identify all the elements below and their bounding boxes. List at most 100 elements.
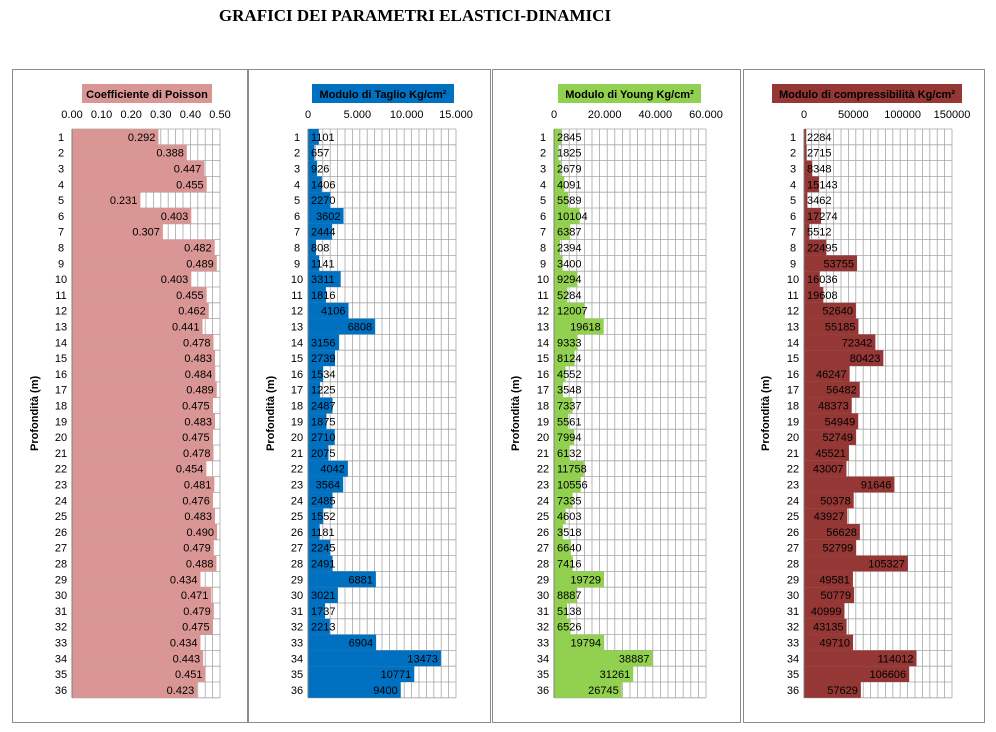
- chart2-data-label: 4042: [320, 464, 344, 476]
- chart1-depth-label: 18: [55, 401, 67, 413]
- chart2-y-axis-title: Profondità (m): [265, 375, 277, 450]
- chart3-data-label: 2679: [557, 164, 581, 176]
- chart2-depth-label: 22: [291, 464, 303, 476]
- chart4-bar: [804, 366, 850, 382]
- chart4-data-label: 2284: [807, 132, 831, 144]
- chart2-data-label: 1225: [311, 385, 335, 397]
- chart2-depth-label: 23: [291, 480, 303, 492]
- chart3-data-label: 7335: [557, 495, 581, 507]
- chart3-data-label: 19729: [570, 574, 601, 586]
- chart3-bar: [554, 634, 605, 651]
- chart4-bar: [804, 524, 860, 540]
- chart3-data-label: 7994: [557, 432, 581, 444]
- chart3-bar: [554, 318, 604, 335]
- chart4-bar: [804, 634, 854, 651]
- chart3-data-label: 5284: [557, 290, 581, 302]
- chart2-depth-label: 26: [291, 527, 303, 539]
- chart1-bar: [72, 539, 214, 556]
- chart2-bar: [308, 603, 326, 619]
- chart4-data-label: 19608: [807, 290, 838, 302]
- chart3-data-label: 19794: [571, 638, 602, 650]
- chart4-data-label: 106606: [869, 669, 906, 681]
- chart4-bar: [804, 555, 908, 572]
- chart3-bar: [554, 460, 584, 477]
- chart4-depth-label: 25: [787, 511, 799, 523]
- chart4-x-tick-label: 50000: [838, 109, 869, 121]
- chart3-data-label: 6132: [557, 448, 581, 460]
- chart3-data-label: 19618: [570, 322, 601, 334]
- chart3-data-label: 7337: [557, 401, 581, 413]
- chart2-legend-label: Modulo di Taglio Kg/cm²: [320, 89, 447, 101]
- chart1-bar: [72, 208, 192, 224]
- chart4-bar: [804, 476, 895, 493]
- chart1-depth-label: 3: [58, 164, 64, 176]
- chart4-data-label: 17274: [807, 211, 838, 223]
- chart1-depth-label: 9: [58, 258, 64, 270]
- chart1-data-label: 0.488: [186, 559, 214, 571]
- chart3-data-label: 6526: [557, 622, 581, 634]
- chart4-depth-label: 32: [787, 622, 799, 634]
- chart3-bar: [554, 397, 573, 414]
- chart2-bar: [308, 650, 441, 667]
- chart2-data-label: 3311: [311, 274, 335, 286]
- chart3-data-label: 9294: [557, 274, 581, 286]
- chart1-bar: [72, 476, 215, 493]
- chart1-bar: [72, 144, 187, 161]
- chart2-bar: [308, 539, 331, 556]
- chart2-depth-label: 3: [294, 164, 300, 176]
- chart3-depth-label: 31: [537, 606, 549, 618]
- chart3-data-label: 8887: [557, 590, 581, 602]
- chart1-data-label: 0.483: [184, 511, 212, 523]
- chart1-x-tick-label: 0.20: [120, 109, 141, 121]
- chart1-data-label: 0.455: [176, 179, 204, 191]
- chart2-bar: [308, 239, 316, 256]
- chart1-data-label: 0.403: [161, 274, 189, 286]
- chart4-bar: [804, 397, 852, 414]
- chart2-data-label: 2213: [311, 622, 335, 634]
- chart3-depth-label: 2: [540, 148, 546, 160]
- chart1-data-label: 0.475: [182, 432, 210, 444]
- chart2-bar: [308, 445, 329, 461]
- chart1-depth-label: 26: [55, 527, 67, 539]
- chart1-depth-label: 12: [55, 306, 67, 318]
- chart4-data-label: 114012: [878, 653, 914, 665]
- chart3-x-tick-label: 40.000: [639, 109, 673, 121]
- chart2-bar: [308, 302, 349, 319]
- chart2-data-label: 3564: [316, 480, 340, 492]
- chart1-data-label: 0.462: [178, 306, 206, 318]
- chart1-data-label: 0.441: [172, 322, 200, 334]
- chart3-bar: [554, 302, 585, 319]
- panel-shear-modulus: [248, 69, 491, 723]
- chart4-depth-label: 27: [787, 543, 799, 555]
- chart4-data-label: 54949: [825, 416, 856, 428]
- chart3-bar: [554, 571, 604, 588]
- chart3-bar: [554, 208, 580, 224]
- chart4-depth-label: 20: [787, 432, 799, 444]
- chart1-depth-label: 22: [55, 464, 67, 476]
- chart1-data-label: 0.489: [186, 258, 214, 270]
- chart2-data-label: 1737: [311, 606, 335, 618]
- chart4-bar: [804, 271, 820, 287]
- chart2-data-label: 1552: [311, 511, 335, 523]
- chart2-data-label: 2075: [311, 448, 335, 460]
- chart2-bar: [308, 618, 330, 635]
- chart4-bar: [804, 429, 857, 445]
- chart1-data-label: 0.478: [183, 448, 211, 460]
- chart3-depth-label: 23: [537, 480, 549, 492]
- chart3-depth-label: 11: [537, 290, 548, 302]
- chart2-depth-label: 2: [294, 148, 300, 160]
- chart2-depth-label: 5: [294, 195, 300, 207]
- chart4-depth-label: 5: [790, 195, 796, 207]
- chart4-depth-label: 17: [787, 385, 799, 397]
- chart2-depth-label: 32: [291, 622, 303, 634]
- chart4-depth-label: 22: [787, 464, 799, 476]
- chart3-data-label: 4552: [557, 369, 581, 381]
- chart4-data-label: 45521: [815, 448, 846, 460]
- chart4-depth-label: 23: [787, 480, 799, 492]
- chart3-depth-label: 21: [537, 448, 549, 460]
- chart2-depth-label: 19: [291, 416, 303, 428]
- chart3-bar: [554, 192, 569, 208]
- chart1-depth-label: 15: [55, 353, 67, 365]
- chart4-bar: [804, 350, 884, 366]
- chart1-legend-swatch: [82, 84, 212, 103]
